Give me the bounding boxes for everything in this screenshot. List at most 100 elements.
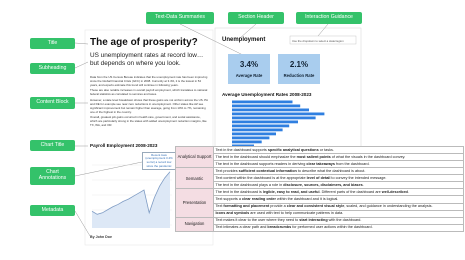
table-row: Icons and symbols are used with text to … [176,209,464,218]
article-subheading: US unemployment rates at record low… but… [90,52,204,67]
label-pill: Interaction Guidance [296,12,362,24]
text: The text in the dashboard is [215,189,263,194]
criterion-cell: Text content within the dashboard is at … [213,174,464,183]
paragraph: These are also notable increases in over… [90,88,208,97]
bold-text: specific analytical questions [267,147,319,152]
connector [179,23,246,57]
text: with the dashboard. [327,218,362,223]
bold-text: breadcrumbs [267,225,292,230]
area [92,171,170,228]
bold-text: formatting and placement [223,204,270,209]
criterion-cell: The text in the dashboard supports reade… [213,160,464,169]
criterion-cell: Text intimates a clear path and breadcru… [213,223,464,232]
dropdown[interactable] [289,35,357,45]
text: Text supports a [215,197,242,202]
table-row: Semantic Text provides sufficient context… [175,167,464,190]
text: Text in the dashboard supports [215,147,268,152]
bar [232,124,290,128]
kpi-label: Reduction Rate [283,73,315,78]
text: from the dashboard. [334,161,370,166]
text: to convey the intended message. [330,175,387,180]
text: . [407,189,409,194]
text: Text [215,204,224,209]
text: within the dashboard and it is logical. [275,197,339,202]
kpi-box [228,54,270,84]
paragraph: However, a state level breakdown shows t… [90,98,208,114]
chart-title: Payroll Employment 2008-2023 [90,143,158,148]
text: are used with text to help communicate p… [249,211,344,216]
table-row: Text content within the dashboard is at … [176,174,464,183]
bar [232,120,298,124]
criterion-cell: The text in the dashboard is legible, ea… [213,188,464,197]
bar [232,136,270,140]
bar [232,104,301,108]
bar [232,108,309,112]
text: or tasks. [318,147,334,152]
table-row: The text in the dashboard should emphasi… [176,153,464,162]
connector [239,23,257,39]
bold-text: clear reading order [241,197,276,202]
text: The text in the dashboard supports reade… [215,161,307,166]
dashboard-header: Unemployment [222,37,266,43]
criterion-cell: Text supports a clear reading order with… [213,195,464,204]
connectors [74,23,329,237]
text: . Different parts of the dashboard are [319,189,382,194]
bold-text: clear and consistent visual style [286,204,345,209]
text: of what the visuals in the dashboard con… [330,154,406,159]
table-row: The text in the dashboard supports reade… [176,160,464,169]
guideline-table: Analytical Support Text in the dashboard … [175,145,464,232]
label-pill: Metadata [30,205,75,216]
text: to describe what the dashboard is about. [296,168,366,173]
table-row: Text supports a clear reading order with… [176,195,464,204]
text: Text provides [215,168,239,173]
criterion-cell: Icons and symbols are used with text to … [213,209,464,218]
bar [232,112,325,116]
bar [232,116,316,120]
table-row: Presentation The text in the dashboard is… [175,188,464,218]
criterion-cell: Text in the dashboard supports specific … [213,145,464,155]
label-pill: Chart Annotations [30,167,75,185]
text: The text in the dashboard should emphasi… [215,154,297,159]
criterion-cell: The text in the dashboard plays a role i… [213,181,464,190]
bold-text: Icons and symbols [215,211,250,216]
table-row: The text in the dashboard plays a role i… [176,181,464,190]
text: The text in the dashboard plays a role i… [215,182,284,187]
text: for performed user actions within the da… [291,225,373,230]
connector [317,23,329,37]
bold-text: sufficient contextual information [238,168,297,173]
table-row: Text formatting and placement provide a … [176,202,464,211]
text: Text makes it clear to the user where th… [215,218,300,223]
kpi-value: 3.4% [239,60,259,69]
connector [74,42,89,45]
label-pill: Text-Data Summaries [146,12,214,24]
text: Text content within the dashboard is at … [215,175,307,180]
bar [232,144,254,148]
bold-text: most salient points [296,154,331,159]
category-cell: Presentation [175,188,214,218]
bold-text: clear takeaways [306,161,335,166]
criterion-cell: Text makes it clear to the user where th… [213,216,464,225]
table-row: Navigation Text makes it clear to the use… [175,216,464,232]
dropdown-text[interactable]: Use the dropdown to select a state/regio… [292,38,344,43]
label-pill: Subheading [30,63,75,74]
dashboard-card [214,27,362,151]
label-pill: Content Block [30,97,75,109]
criterion-cell: The text in the dashboard should emphasi… [213,153,464,162]
category-cell: Semantic [175,167,214,190]
text: , scaled, and guidance in understanding … [344,204,433,209]
label-pill: Section Header [228,12,284,24]
content-block: Data from the US Census Bureau indicates… [90,75,208,130]
text: provide a [269,204,287,209]
criterion-cell: Text formatting and placement provide a … [213,202,464,211]
bold-text: disclosure, sources, disclaimers, and bi… [283,182,363,187]
table-row: Text intimates a clear path and breadcru… [176,223,464,232]
label-pill: Title [30,38,75,49]
kpi-value: 2.1% [289,60,309,69]
bar [232,132,276,136]
connector [74,210,91,237]
bar [232,100,293,104]
bar [232,140,262,144]
category-cell: Navigation [175,216,214,232]
